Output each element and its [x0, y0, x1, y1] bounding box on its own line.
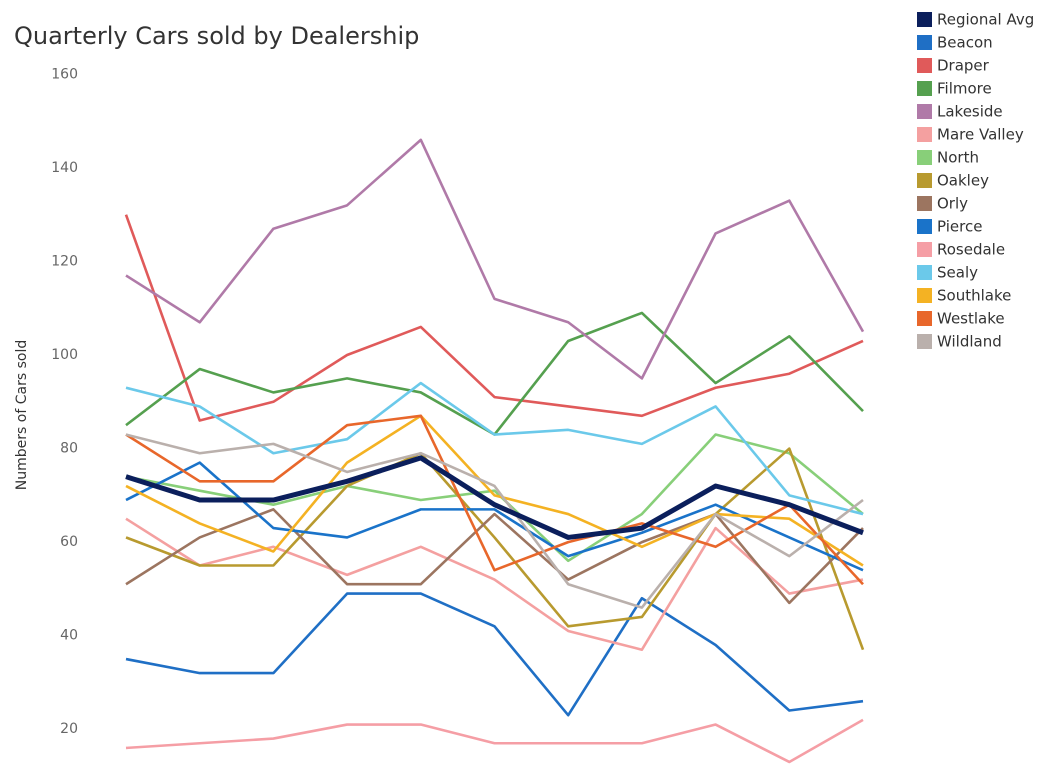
- y-tick-label: 160: [51, 66, 78, 82]
- series-line: [125, 592, 864, 717]
- legend-swatch: [917, 173, 932, 188]
- series-line: [125, 381, 864, 516]
- series-line: [125, 718, 864, 764]
- legend-label: Rosedale: [937, 241, 1005, 259]
- series-line: [125, 447, 865, 651]
- legend-label: Westlake: [937, 310, 1005, 328]
- legend-label: Orly: [937, 195, 968, 213]
- legend-label: Beacon: [937, 34, 993, 52]
- y-axis-label: Numbers of Cars sold: [14, 340, 30, 490]
- legend-swatch: [917, 196, 932, 211]
- series-line: [125, 517, 864, 652]
- legend-swatch: [917, 35, 932, 50]
- legend-label: Wildland: [937, 333, 1002, 351]
- series-line: [125, 311, 864, 436]
- y-tick-label: 80: [60, 441, 78, 457]
- legend-swatch: [917, 265, 932, 280]
- legend-label: Mare Valley: [937, 126, 1024, 144]
- legend-label: Regional Avg: [937, 11, 1034, 29]
- legend-label: Filmore: [937, 80, 992, 98]
- legend-swatch: [917, 81, 932, 96]
- legend-label: Southlake: [937, 287, 1011, 305]
- series-line: [125, 414, 864, 586]
- legend-label: North: [937, 149, 979, 167]
- legend-swatch: [917, 150, 932, 165]
- series-line: [125, 455, 864, 540]
- series-line: [125, 508, 864, 605]
- legend-label: Sealy: [937, 264, 978, 282]
- legend-swatch: [917, 288, 932, 303]
- y-tick-label: 20: [60, 721, 78, 737]
- legend-label: Oakley: [937, 172, 989, 190]
- series-line: [125, 414, 864, 567]
- series-line: [125, 138, 865, 380]
- y-tick-label: 60: [60, 534, 78, 550]
- y-tick-label: 120: [51, 253, 78, 269]
- legend-swatch: [917, 127, 932, 142]
- legend-swatch: [917, 12, 932, 27]
- y-tick-label: 100: [51, 347, 78, 363]
- series-line: [125, 433, 864, 609]
- legend-swatch: [917, 219, 932, 234]
- y-tick-label: 140: [51, 160, 78, 176]
- legend-label: Lakeside: [937, 103, 1003, 121]
- legend-swatch: [917, 242, 932, 257]
- series-line: [124, 214, 864, 422]
- y-tick-label: 40: [60, 628, 78, 644]
- legend-swatch: [917, 311, 932, 326]
- legend-swatch: [917, 334, 932, 349]
- legend-swatch: [917, 104, 932, 119]
- legend-label: Pierce: [937, 218, 982, 236]
- chart-title: Quarterly Cars sold by Dealership: [14, 22, 419, 50]
- legend-swatch: [917, 58, 932, 73]
- legend-label: Draper: [937, 57, 990, 75]
